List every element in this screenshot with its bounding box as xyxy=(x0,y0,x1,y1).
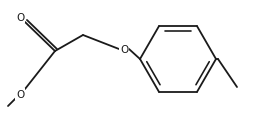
Text: O: O xyxy=(16,13,24,23)
Text: O: O xyxy=(120,45,128,55)
Text: O: O xyxy=(16,89,24,99)
